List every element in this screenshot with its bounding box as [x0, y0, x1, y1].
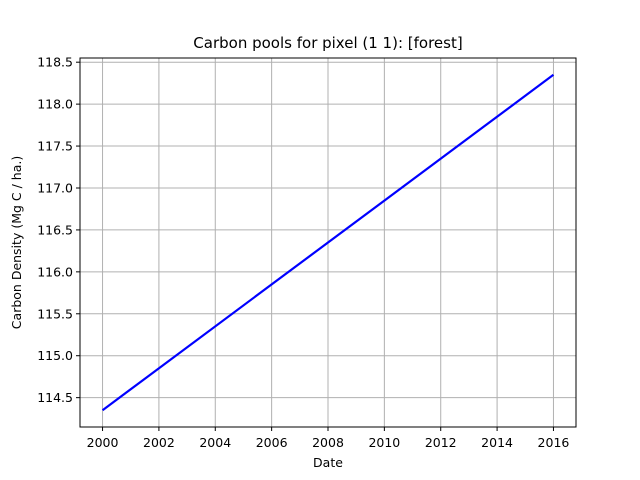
y-axis: 114.5 115.0 115.5 116.0 116.5 117.0 117.5 118.0… [37, 55, 80, 405]
x-tick-label: 2014 [481, 435, 513, 450]
y-tick-label: 116.5 [37, 222, 73, 237]
y-tick-label: 116.0 [37, 264, 73, 279]
x-tick-label: 2000 [87, 435, 119, 450]
y-tick-label: 118.0 [37, 97, 73, 112]
series-layer [101, 73, 555, 412]
x-axis-title: Date [313, 455, 343, 470]
x-tick-label: 2016 [538, 435, 570, 450]
y-axis-title: Carbon Density (Mg C / ha.) [9, 156, 24, 329]
x-tick-label: 2004 [199, 435, 231, 450]
y-tick-label: 117.0 [37, 180, 73, 195]
x-tick-label: 2012 [425, 435, 457, 450]
x-axis: 2000 2002 2004 2006 2008 2010 2012 2014 2016 [87, 427, 570, 450]
y-tick-label: 117.5 [37, 139, 73, 154]
chart-title: Carbon pools for pixel (1 1): [forest] [193, 34, 462, 52]
x-tick-label: 2002 [143, 435, 175, 450]
y-tick-label: 115.5 [37, 306, 73, 321]
x-tick-label: 2006 [256, 435, 288, 450]
y-tick-label: 118.5 [37, 55, 73, 70]
series-line [101, 73, 555, 412]
x-tick-label: 2008 [312, 435, 344, 450]
y-tick-label: 114.5 [37, 390, 73, 405]
grid [80, 58, 576, 427]
y-tick-label: 115.0 [37, 348, 73, 363]
x-tick-label: 2010 [368, 435, 400, 450]
